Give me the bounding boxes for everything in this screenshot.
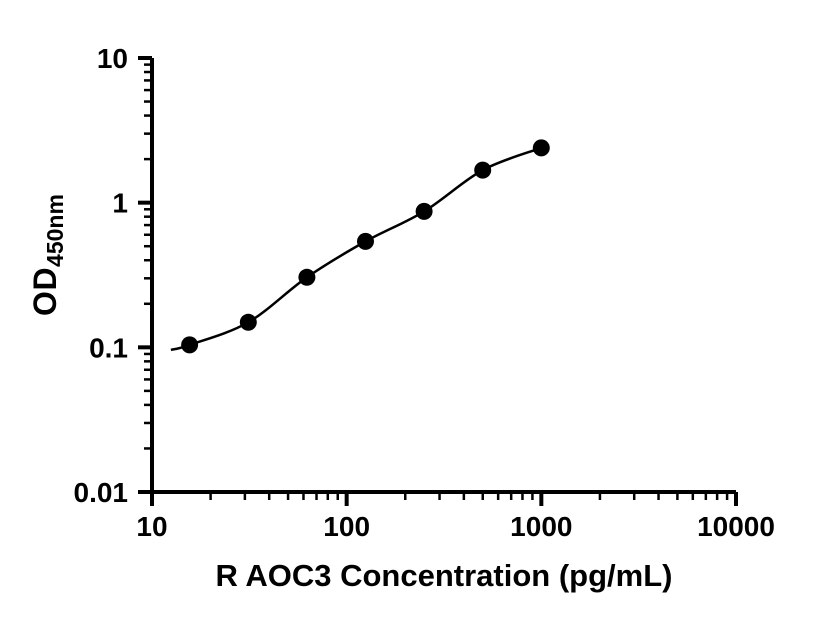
x-tick-label: 10 [136,511,167,542]
y-tick-label: 1 [112,188,128,219]
y-tick-label: 0.1 [89,332,128,363]
data-point [181,336,199,354]
data-point [415,202,433,220]
data-point [474,161,492,179]
data-point [357,232,374,250]
data-point [532,139,550,157]
y-tick-label: 10 [97,43,128,74]
data-point [298,268,316,286]
data-point [239,313,257,331]
x-tick-label: 10000 [697,511,775,542]
x-tick-label: 1000 [510,511,572,542]
fitted-curve [170,146,542,352]
x-axis-title: R AOC3 Concentration (pg/mL) [215,558,673,593]
x-tick-label: 100 [323,511,370,542]
y-tick-label: 0.01 [74,477,129,508]
